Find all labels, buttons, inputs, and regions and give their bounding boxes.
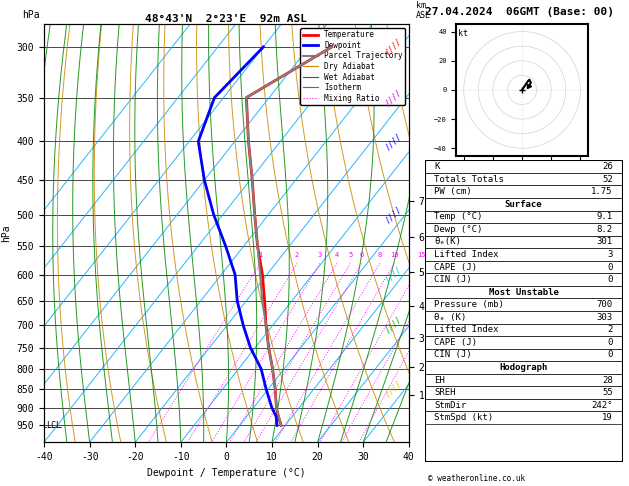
Text: 0: 0 bbox=[608, 350, 613, 360]
Text: 6: 6 bbox=[359, 252, 364, 258]
Text: 9.1: 9.1 bbox=[597, 212, 613, 222]
FancyBboxPatch shape bbox=[425, 336, 623, 348]
Text: CAPE (J): CAPE (J) bbox=[435, 262, 477, 272]
Text: Lifted Index: Lifted Index bbox=[435, 325, 499, 334]
Text: ////: //// bbox=[384, 87, 404, 108]
Text: 303: 303 bbox=[597, 313, 613, 322]
FancyBboxPatch shape bbox=[425, 412, 623, 424]
Text: 20: 20 bbox=[438, 252, 446, 258]
Text: 15: 15 bbox=[417, 252, 426, 258]
FancyBboxPatch shape bbox=[425, 210, 623, 223]
Text: ////: //// bbox=[384, 264, 404, 285]
Text: kt: kt bbox=[458, 29, 468, 38]
Text: EH: EH bbox=[435, 376, 445, 384]
Text: Temp (°C): Temp (°C) bbox=[435, 212, 483, 222]
Text: 0: 0 bbox=[608, 275, 613, 284]
Text: 1: 1 bbox=[258, 252, 262, 258]
Text: 19: 19 bbox=[602, 413, 613, 422]
Text: Mixing Ratio (g/kg): Mixing Ratio (g/kg) bbox=[452, 186, 461, 281]
Text: 0: 0 bbox=[608, 338, 613, 347]
Text: Surface: Surface bbox=[505, 200, 542, 209]
Text: LCL: LCL bbox=[47, 421, 61, 431]
Text: CIN (J): CIN (J) bbox=[435, 350, 472, 360]
FancyBboxPatch shape bbox=[425, 374, 623, 386]
FancyBboxPatch shape bbox=[425, 236, 623, 248]
Text: Totals Totals: Totals Totals bbox=[435, 174, 504, 184]
Text: 2: 2 bbox=[295, 252, 299, 258]
Text: 3: 3 bbox=[608, 250, 613, 259]
Text: hPa: hPa bbox=[22, 10, 40, 20]
Legend: Temperature, Dewpoint, Parcel Trajectory, Dry Adiabat, Wet Adiabat, Isotherm, Mi: Temperature, Dewpoint, Parcel Trajectory… bbox=[301, 28, 405, 105]
Text: 8.2: 8.2 bbox=[597, 225, 613, 234]
Text: CIN (J): CIN (J) bbox=[435, 275, 472, 284]
Text: ////: //// bbox=[384, 315, 404, 335]
FancyBboxPatch shape bbox=[425, 273, 623, 286]
FancyBboxPatch shape bbox=[425, 361, 623, 374]
Text: 28: 28 bbox=[602, 376, 613, 384]
Text: ////: //// bbox=[384, 37, 404, 57]
FancyBboxPatch shape bbox=[425, 286, 623, 298]
FancyBboxPatch shape bbox=[425, 399, 623, 412]
FancyBboxPatch shape bbox=[425, 386, 623, 399]
Text: K: K bbox=[435, 162, 440, 171]
Text: StmDir: StmDir bbox=[435, 400, 467, 410]
Text: 700: 700 bbox=[597, 300, 613, 309]
Text: 27.04.2024  06GMT (Base: 00): 27.04.2024 06GMT (Base: 00) bbox=[425, 7, 613, 17]
Title: 48°43'N  2°23'E  92m ASL: 48°43'N 2°23'E 92m ASL bbox=[145, 14, 308, 23]
Text: Pressure (mb): Pressure (mb) bbox=[435, 300, 504, 309]
Text: © weatheronline.co.uk: © weatheronline.co.uk bbox=[428, 474, 525, 483]
FancyBboxPatch shape bbox=[425, 160, 623, 173]
Text: Most Unstable: Most Unstable bbox=[489, 288, 559, 297]
Text: Lifted Index: Lifted Index bbox=[435, 250, 499, 259]
FancyBboxPatch shape bbox=[425, 324, 623, 336]
Text: SREH: SREH bbox=[435, 388, 456, 397]
Text: ////: //// bbox=[384, 205, 404, 225]
Text: 26: 26 bbox=[602, 162, 613, 171]
Text: 2: 2 bbox=[608, 325, 613, 334]
Text: 8: 8 bbox=[377, 252, 382, 258]
Text: θₑ(K): θₑ(K) bbox=[435, 238, 461, 246]
FancyBboxPatch shape bbox=[425, 173, 623, 186]
Text: 3: 3 bbox=[318, 252, 322, 258]
Text: PW (cm): PW (cm) bbox=[435, 187, 472, 196]
FancyBboxPatch shape bbox=[425, 348, 623, 361]
Text: 55: 55 bbox=[602, 388, 613, 397]
FancyBboxPatch shape bbox=[425, 186, 623, 198]
FancyBboxPatch shape bbox=[425, 248, 623, 261]
Y-axis label: hPa: hPa bbox=[1, 225, 11, 242]
Text: Hodograph: Hodograph bbox=[499, 363, 548, 372]
Text: 5: 5 bbox=[348, 252, 352, 258]
FancyBboxPatch shape bbox=[425, 198, 623, 210]
Text: 301: 301 bbox=[597, 238, 613, 246]
Text: 1.75: 1.75 bbox=[591, 187, 613, 196]
FancyBboxPatch shape bbox=[425, 223, 623, 236]
FancyBboxPatch shape bbox=[425, 261, 623, 273]
FancyBboxPatch shape bbox=[425, 311, 623, 324]
X-axis label: Dewpoint / Temperature (°C): Dewpoint / Temperature (°C) bbox=[147, 468, 306, 478]
Text: 10: 10 bbox=[390, 252, 398, 258]
Text: 242°: 242° bbox=[591, 400, 613, 410]
Text: CAPE (J): CAPE (J) bbox=[435, 338, 477, 347]
Text: 0: 0 bbox=[608, 262, 613, 272]
Text: ////: //// bbox=[384, 379, 404, 399]
Text: StmSpd (kt): StmSpd (kt) bbox=[435, 413, 494, 422]
Text: 25: 25 bbox=[454, 252, 462, 258]
Text: 52: 52 bbox=[602, 174, 613, 184]
FancyBboxPatch shape bbox=[425, 298, 623, 311]
Text: km
ASL: km ASL bbox=[416, 0, 431, 20]
Text: ////: //// bbox=[384, 131, 404, 152]
Text: 4: 4 bbox=[335, 252, 339, 258]
Text: θₑ (K): θₑ (K) bbox=[435, 313, 467, 322]
Text: Dewp (°C): Dewp (°C) bbox=[435, 225, 483, 234]
